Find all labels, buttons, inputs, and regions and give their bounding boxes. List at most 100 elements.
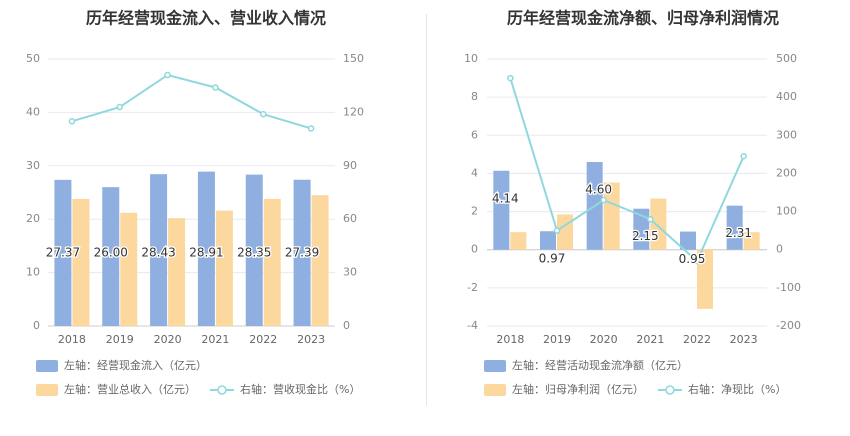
chart2-legend-swatch (484, 384, 506, 396)
chart2-bar-secondary (743, 232, 760, 250)
chart1-legend-swatch (36, 360, 58, 372)
chart2-right-tick-label: 200 (776, 166, 797, 179)
chart2-right-tick-label: 400 (776, 90, 797, 103)
chart2-x-tick-label: 2021 (636, 333, 664, 346)
chart2-right-tick-label: -200 (776, 319, 801, 332)
chart2-legend-label: 左轴：归母净利润（亿元） (512, 382, 644, 396)
chart1-right-tick-label: 120 (343, 105, 364, 118)
chart1-bar-primary (293, 179, 311, 326)
chart2-x-tick-label: 2022 (683, 333, 711, 346)
chart2-bar-primary (680, 231, 696, 250)
chart2-right-tick-label: 500 (776, 52, 797, 65)
chart1-bar-primary (150, 174, 168, 326)
chart2-bar-primary (726, 205, 743, 250)
chart1-left-tick-label: 20 (26, 212, 40, 225)
chart1-left-tick-label: 30 (26, 159, 40, 172)
chart1-legend-label: 左轴：营业总收入（亿元） (64, 382, 196, 396)
chart2-x-tick-label: 2019 (543, 333, 571, 346)
chart2-right-tick-label: 0 (776, 243, 783, 256)
chart2-ratio-point (740, 153, 747, 160)
chart1-ratio-point (164, 71, 171, 79)
chart1-right-tick-label: 150 (343, 52, 364, 65)
chart1-left-tick-label: 10 (26, 266, 40, 279)
chart2-left-tick-label: 2 (471, 205, 478, 218)
chart1-x-tick-label: 2018 (58, 333, 86, 346)
chart2-bar-secondary (697, 249, 713, 309)
chart2-bar-secondary (650, 198, 667, 250)
chart1-legend-label: 右轴：营收现金比（%） (240, 382, 360, 396)
chart1-x-tick-label: 2022 (249, 333, 277, 346)
chart2-left-tick-label: 10 (464, 52, 478, 65)
chart1-bar-secondary (120, 212, 138, 326)
chart1-bar-primary (54, 179, 72, 326)
chart1-bar-value-label: 28.91 (189, 246, 223, 260)
chart1-bar-value-label: 27.37 (46, 246, 80, 260)
chart1-bar-value-label: 28.35 (237, 246, 271, 260)
chart2-bar-value-label: 4.60 (585, 182, 612, 196)
chart2-legend-label: 左轴：经营活动现金流净额（亿元） (512, 358, 688, 372)
chart1-bar-primary (245, 174, 263, 326)
chart2-left-tick-label: 4 (471, 166, 478, 179)
chart1-bar-secondary (215, 210, 233, 326)
chart1-ratio-point (212, 84, 219, 91)
chart2-bar-secondary (510, 232, 527, 250)
chart1-right-tick-label: 30 (343, 266, 357, 279)
chart2-left-tick-label: 6 (471, 128, 478, 141)
chart2-bar-value-label: 0.97 (539, 252, 566, 266)
chart2-ratio-point (600, 196, 607, 204)
chart2-left-tick-label: -2 (467, 281, 478, 294)
chart1-bar-secondary (311, 195, 329, 326)
chart2-left-tick-label: 8 (471, 90, 478, 103)
chart2-ratio-line (509, 77, 745, 263)
chart2-bar-value-label: 4.14 (492, 191, 519, 205)
chart1-title: 历年经营现金流入、营业收入情况 (86, 9, 326, 28)
chart2-ratio-point (647, 215, 654, 223)
chart1-ratio-point (116, 103, 123, 111)
chart1-x-tick-label: 2019 (106, 333, 134, 346)
chart1-bar-secondary (72, 198, 90, 326)
chart2-bar-primary (540, 231, 556, 250)
chart1-right-tick-label: 0 (343, 319, 350, 332)
chart1-ratio-line (71, 73, 312, 130)
chart2-x-tick-label: 2023 (730, 333, 758, 346)
chart1-x-tick-label: 2020 (154, 333, 182, 346)
chart1-legend-swatch (36, 384, 58, 396)
chart2-bar-value-label: 0.95 (679, 252, 706, 266)
chart2-right-tick-label: -100 (776, 281, 801, 294)
chart2-ratio-point (507, 74, 514, 82)
chart1-bar-secondary (263, 198, 281, 326)
chart2-legend-label: 右轴：净现比（%） (688, 382, 786, 396)
chart2-right-tick-label: 300 (776, 128, 797, 141)
chart1-legend-label: 左轴：经营现金流入（亿元） (64, 358, 207, 372)
chart1-ratio-point (307, 125, 315, 132)
chart1-bar-primary (197, 171, 215, 326)
chart2-bar-secondary (603, 182, 620, 250)
chart1-left-tick-label: 0 (33, 319, 40, 332)
chart1-bar-value-label: 26.00 (94, 246, 128, 260)
chart1-x-tick-label: 2023 (297, 333, 325, 346)
chart1-right-tick-label: 60 (343, 212, 357, 225)
chart2-bar-value-label: 2.31 (725, 226, 752, 240)
chart2-x-tick-label: 2020 (590, 333, 618, 346)
chart1-bar-primary (102, 187, 120, 326)
chart2-ratio-point (693, 257, 701, 265)
chart1-legend-marker (217, 385, 227, 395)
chart2-right-tick-label: 100 (776, 205, 797, 218)
chart2-left-tick-label: 0 (471, 243, 478, 256)
chart1-bar-secondary (168, 218, 186, 326)
panel-divider (426, 14, 427, 406)
chart2-x-tick-label: 2018 (496, 333, 524, 346)
chart2-bar-primary (633, 208, 650, 250)
chart1-bar-value-label: 28.43 (141, 246, 175, 260)
chart2-bar-primary (493, 170, 510, 250)
chart1-left-tick-label: 40 (26, 105, 40, 118)
chart1-bar-value-label: 27.39 (285, 246, 319, 260)
chart1-ratio-point (68, 118, 76, 125)
chart1-right-tick-label: 90 (343, 159, 357, 172)
chart2-legend-marker (665, 385, 675, 395)
chart2-title: 历年经营现金流净额、归母净利润情况 (507, 9, 779, 28)
chart1-left-tick-label: 50 (26, 52, 40, 65)
chart2-ratio-point (553, 227, 561, 234)
chart2-left-tick-label: -4 (467, 319, 478, 332)
